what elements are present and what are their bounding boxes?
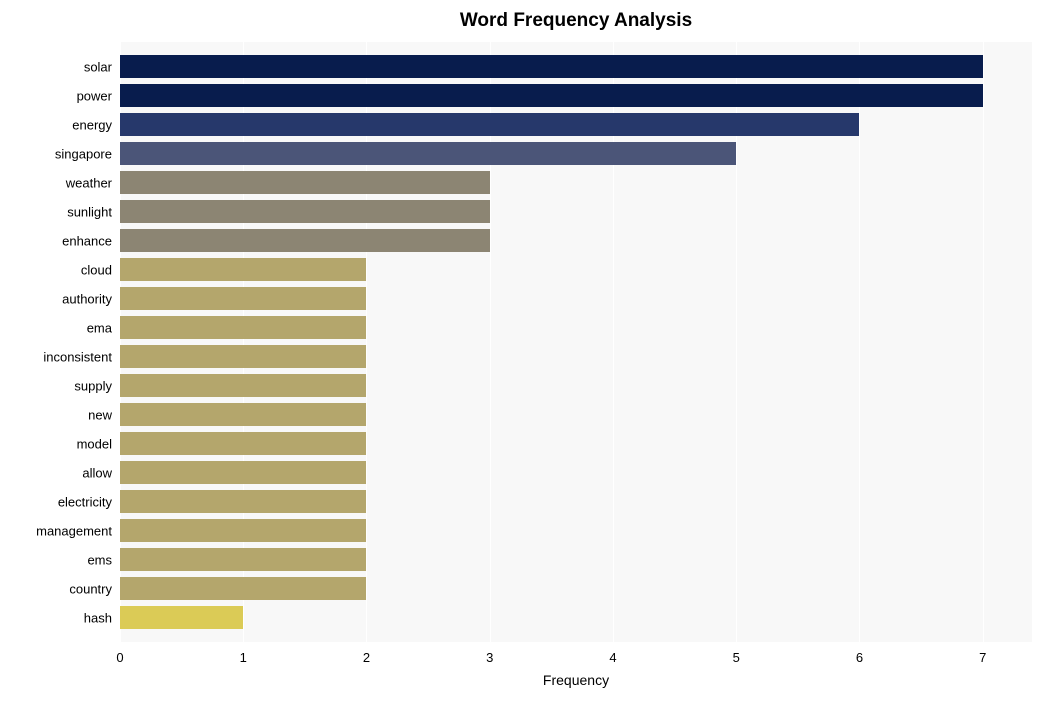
bar: [120, 432, 366, 455]
y-tick-label: allow: [82, 465, 112, 480]
bar: [120, 548, 366, 571]
bar: [120, 171, 490, 194]
y-tick-label: authority: [62, 291, 112, 306]
y-tick-label: management: [36, 523, 112, 538]
bar-row: management: [120, 516, 1032, 545]
y-tick-label: ema: [87, 320, 112, 335]
bar-row: enhance: [120, 226, 1032, 255]
bar-row: singapore: [120, 139, 1032, 168]
x-axis: Frequency 01234567: [120, 642, 1032, 692]
y-tick-label: new: [88, 407, 112, 422]
plot-area: solarpowerenergysingaporeweathersunlight…: [120, 42, 1032, 642]
chart-title: Word Frequency Analysis: [10, 10, 1042, 32]
bar: [120, 345, 366, 368]
bar-row: model: [120, 429, 1032, 458]
y-tick-label: solar: [84, 59, 112, 74]
y-tick-label: power: [77, 88, 112, 103]
bar-row: ems: [120, 545, 1032, 574]
bar: [120, 577, 366, 600]
y-tick-label: enhance: [62, 233, 112, 248]
y-tick-label: inconsistent: [43, 349, 112, 364]
bar-row: sunlight: [120, 197, 1032, 226]
y-tick-label: singapore: [55, 146, 112, 161]
bar-row: authority: [120, 284, 1032, 313]
bar: [120, 490, 366, 513]
bar: [120, 519, 366, 542]
y-tick-label: energy: [72, 117, 112, 132]
bar-row: weather: [120, 168, 1032, 197]
x-tick-label: 2: [363, 650, 370, 665]
y-tick-label: supply: [74, 378, 112, 393]
bar-row: country: [120, 574, 1032, 603]
x-tick-label: 0: [116, 650, 123, 665]
bar-row: new: [120, 400, 1032, 429]
y-tick-label: model: [77, 436, 112, 451]
x-tick-label: 4: [609, 650, 616, 665]
bar: [120, 316, 366, 339]
bar-row: hash: [120, 603, 1032, 632]
y-tick-label: electricity: [58, 494, 112, 509]
x-tick-label: 3: [486, 650, 493, 665]
bar: [120, 287, 366, 310]
bar: [120, 84, 983, 107]
bar-row: electricity: [120, 487, 1032, 516]
y-tick-label: weather: [66, 175, 112, 190]
bar-row: ema: [120, 313, 1032, 342]
bar: [120, 229, 490, 252]
bar: [120, 200, 490, 223]
bar: [120, 461, 366, 484]
bar-row: solar: [120, 52, 1032, 81]
bar: [120, 403, 366, 426]
x-tick-label: 7: [979, 650, 986, 665]
x-axis-label: Frequency: [543, 672, 609, 688]
y-tick-label: country: [69, 581, 112, 596]
x-tick-label: 1: [240, 650, 247, 665]
bar-row: supply: [120, 371, 1032, 400]
bar: [120, 113, 859, 136]
y-tick-label: hash: [84, 610, 112, 625]
bar: [120, 606, 243, 629]
bar-row: allow: [120, 458, 1032, 487]
y-tick-label: cloud: [81, 262, 112, 277]
y-tick-label: sunlight: [67, 204, 112, 219]
bar-row: power: [120, 81, 1032, 110]
bar: [120, 258, 366, 281]
bar-row: cloud: [120, 255, 1032, 284]
bar-row: energy: [120, 110, 1032, 139]
bar: [120, 142, 736, 165]
x-tick-label: 5: [733, 650, 740, 665]
chart-container: Word Frequency Analysis solarpowerenergy…: [0, 0, 1052, 701]
bar: [120, 374, 366, 397]
bar: [120, 55, 983, 78]
x-tick-label: 6: [856, 650, 863, 665]
bars-area: solarpowerenergysingaporeweathersunlight…: [120, 42, 1032, 642]
bar-row: inconsistent: [120, 342, 1032, 371]
y-tick-label: ems: [87, 552, 112, 567]
